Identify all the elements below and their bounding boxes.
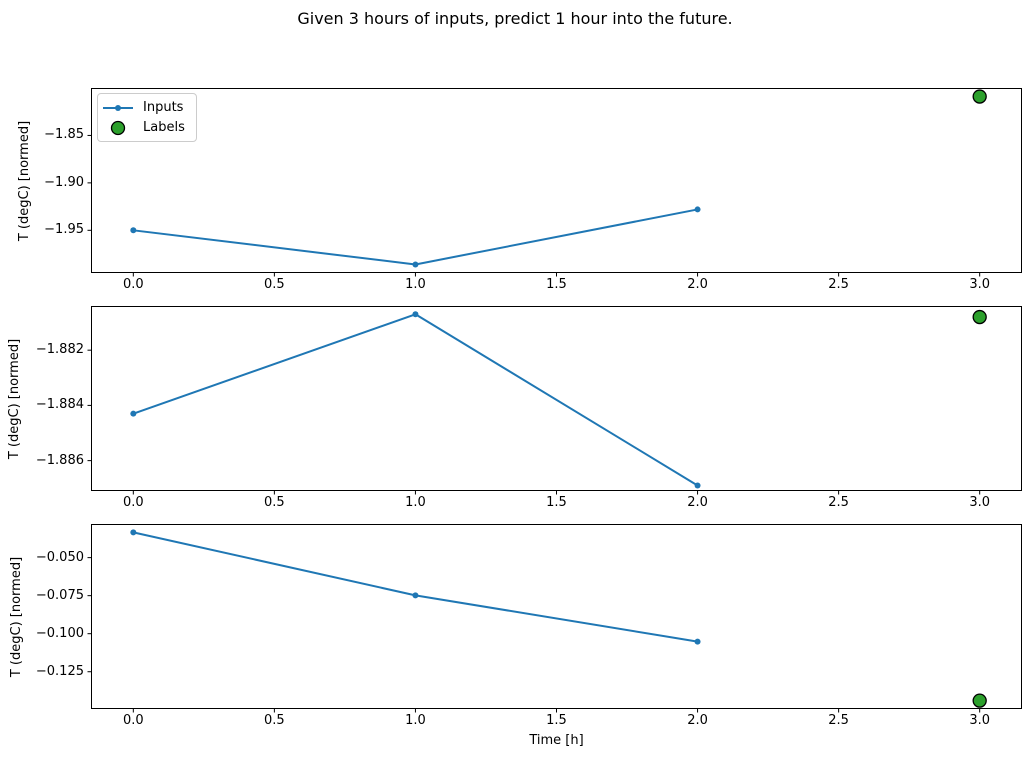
subplot-3-frame bbox=[91, 524, 1022, 709]
inputs-line bbox=[132, 531, 699, 643]
subplot-1-frame bbox=[91, 88, 1022, 273]
y-tick-label: −1.95 bbox=[44, 222, 84, 238]
x-tick-label: 1.0 bbox=[405, 713, 426, 728]
subplot-3-ylabel: T (degC) [normed] bbox=[9, 556, 24, 677]
x-tick-label: 0.0 bbox=[122, 713, 144, 728]
x-tick-label: 2.0 bbox=[687, 495, 708, 510]
x-tick-label: 0.0 bbox=[122, 495, 144, 510]
legend: Inputs Labels bbox=[97, 93, 197, 142]
legend-inputs-label: Inputs bbox=[143, 100, 184, 115]
labels-point bbox=[972, 309, 987, 325]
inputs-line-marker-icon bbox=[103, 104, 133, 111]
x-tick-label: 2.5 bbox=[828, 495, 849, 510]
inputs-point bbox=[412, 592, 419, 599]
x-tick-label: 1.5 bbox=[546, 277, 567, 292]
y-tick-label: −0.100 bbox=[35, 625, 84, 641]
inputs-point bbox=[694, 482, 701, 489]
y-tick-label: −1.884 bbox=[35, 397, 84, 413]
x-tick-label: 0.5 bbox=[264, 713, 285, 728]
subplot-1-canvas bbox=[87, 88, 1022, 277]
x-tick-label: 2.5 bbox=[828, 713, 849, 728]
x-axis-label: Time [h] bbox=[529, 733, 584, 748]
x-tick-label: 2.5 bbox=[828, 277, 849, 292]
x-tick-label: 2.0 bbox=[687, 713, 708, 728]
inputs-point bbox=[694, 206, 701, 213]
inputs-point bbox=[130, 410, 137, 417]
x-tick-label: 3.0 bbox=[969, 277, 991, 292]
x-tick-label: 1.0 bbox=[405, 495, 426, 510]
figure-title: Given 3 hours of inputs, predict 1 hour … bbox=[297, 9, 733, 28]
subplot-3-canvas bbox=[87, 524, 1022, 713]
y-tick-label: −1.90 bbox=[44, 174, 84, 190]
x-tick-label: 3.0 bbox=[969, 495, 991, 510]
subplot-2-canvas bbox=[87, 306, 1022, 495]
y-tick-label: −0.075 bbox=[35, 587, 84, 603]
legend-entry-labels: Labels bbox=[101, 119, 185, 136]
labels-point bbox=[972, 693, 987, 708]
y-tick-label: −0.125 bbox=[35, 663, 84, 679]
inputs-point bbox=[412, 311, 419, 318]
y-tick-label: −0.050 bbox=[35, 549, 84, 565]
x-tick-label: 1.5 bbox=[546, 495, 567, 510]
subplot-2-frame bbox=[91, 306, 1022, 491]
y-tick-label: −1.886 bbox=[35, 452, 84, 468]
x-tick-label: 1.5 bbox=[546, 713, 567, 728]
x-tick-label: 3.0 bbox=[969, 713, 991, 728]
inputs-line bbox=[132, 313, 699, 487]
x-tick-label: 0.5 bbox=[264, 277, 285, 292]
y-tick-label: −1.882 bbox=[35, 342, 84, 358]
legend-labels-label: Labels bbox=[143, 120, 185, 135]
x-tick-label: 1.0 bbox=[405, 277, 426, 292]
y-tick-label: −1.85 bbox=[44, 127, 84, 143]
legend-entry-inputs: Inputs bbox=[101, 99, 185, 116]
x-tick-label: 0.0 bbox=[122, 277, 144, 292]
inputs-point bbox=[412, 261, 419, 268]
x-tick-label: 2.0 bbox=[687, 277, 708, 292]
inputs-point bbox=[694, 638, 701, 645]
x-tick-label: 0.5 bbox=[264, 495, 285, 510]
labels-circle-marker-icon bbox=[110, 120, 126, 135]
labels-point bbox=[972, 89, 987, 104]
inputs-line bbox=[132, 208, 699, 266]
inputs-point bbox=[130, 529, 137, 536]
inputs-point bbox=[130, 227, 137, 234]
